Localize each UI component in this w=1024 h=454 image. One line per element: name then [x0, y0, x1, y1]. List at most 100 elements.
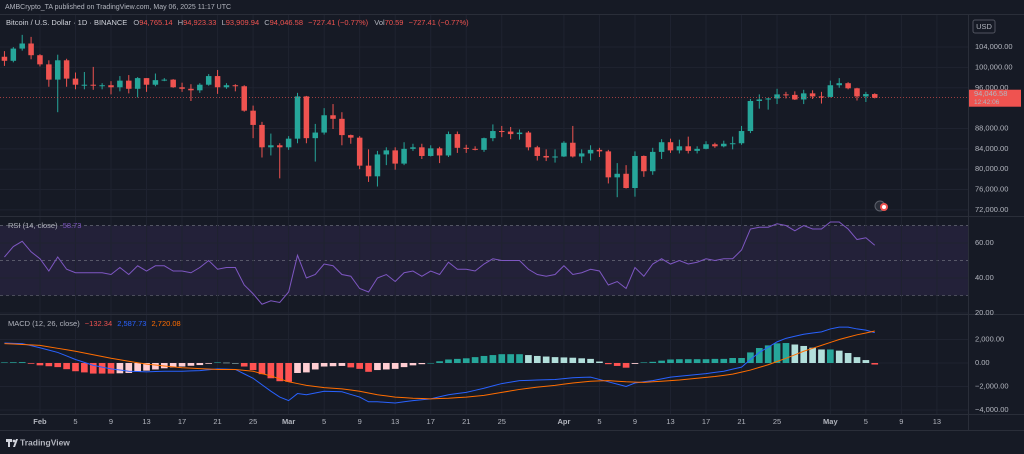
histogram-bar [747, 352, 754, 364]
histogram-bar [454, 358, 461, 364]
histogram-bar [667, 359, 674, 364]
y-tick-label: 84,000.00 [975, 144, 1008, 153]
candle-body [818, 96, 825, 98]
candle-body [37, 55, 43, 65]
legend-change: −727.41 (−0.77%) [308, 18, 369, 27]
signal-value: 2,720.08 [152, 319, 181, 328]
histogram-bar [480, 355, 488, 364]
candle-body [99, 85, 105, 87]
candle-body [321, 115, 327, 133]
candle-body [294, 96, 301, 139]
candle-body [756, 99, 763, 102]
volume-key: Vol [374, 18, 385, 27]
candle-body [436, 148, 443, 156]
legend-key: H [178, 18, 183, 27]
candle-body [143, 78, 150, 85]
currency-button[interactable] [972, 19, 996, 34]
histogram-bar [187, 363, 195, 366]
histogram-bar [800, 345, 808, 364]
x-tick-label: Mar [282, 417, 295, 426]
candle-body [401, 148, 407, 164]
signal-line [4, 330, 875, 400]
tradingview-logo [6, 439, 18, 447]
histogram-bar [178, 363, 186, 367]
candle-body [312, 132, 319, 139]
candle-body [774, 94, 780, 99]
countdown-label: 12:42:06 [974, 99, 1000, 106]
histogram-bar [871, 363, 879, 365]
histogram-bar [27, 363, 35, 364]
candle-body [241, 86, 247, 111]
publish-header: AMBCrypto_TA published on TradingView.co… [5, 4, 231, 11]
candle-body [525, 132, 532, 148]
histogram-bar [809, 347, 816, 364]
candle-body [348, 135, 354, 138]
candle-body [712, 144, 718, 147]
labels: 104,000.00 100,000.00 96,000.00 88,000.00 84… [33, 42, 1021, 426]
last-price-tag [969, 89, 1021, 107]
currency-label[interactable]: USD [976, 22, 992, 31]
candle-body [330, 115, 336, 119]
histogram-bar [578, 358, 586, 364]
histogram-bar [18, 362, 26, 364]
y-tick-label: −2,000.00 [975, 381, 1009, 390]
histogram-bar [676, 359, 683, 364]
histogram-bar [374, 363, 381, 371]
candle-body [90, 84, 97, 86]
y-tick-label: 0.00 [975, 358, 990, 367]
histogram-bar [400, 363, 408, 368]
macd-title: MACD (12, 26, close) [8, 319, 80, 328]
rsi-title: RSI (14, close) [8, 221, 58, 230]
histogram-bar [844, 353, 852, 364]
histogram-bar [391, 363, 399, 369]
x-tick-label: 21 [462, 417, 470, 426]
histogram-bar [569, 357, 577, 364]
histogram-bar [98, 363, 106, 374]
candle-body [445, 134, 452, 156]
candle-body [543, 155, 549, 158]
candle-body [738, 131, 745, 144]
candle-body [250, 110, 256, 125]
candle-body [205, 76, 212, 85]
histogram-bar [507, 354, 514, 364]
histogram-bar [267, 363, 275, 379]
candle-body [783, 94, 789, 96]
candle-body [703, 144, 709, 149]
histogram-bar [63, 363, 70, 370]
logo-bar [6, 439, 12, 442]
candle-body [649, 151, 656, 172]
histogram-bar [631, 363, 639, 364]
histogram-bar [214, 362, 221, 364]
candle-body [28, 43, 34, 56]
indicator-icon[interactable] [874, 200, 888, 212]
candle-body [552, 156, 558, 158]
candle-body [641, 155, 647, 172]
candle-body [747, 101, 754, 132]
candle-body [792, 94, 798, 100]
histogram-bar [738, 358, 745, 364]
histogram-bar [862, 360, 870, 364]
histogram-bar [258, 363, 266, 375]
candle-body [454, 134, 461, 148]
histogram-bar [329, 363, 337, 367]
histogram-bar [533, 355, 541, 364]
candle-body [499, 131, 505, 133]
histogram-bar [347, 363, 355, 368]
x-tick-label: 25 [498, 417, 506, 426]
histogram-bar [853, 357, 861, 364]
candle-body [427, 148, 434, 156]
histogram-bar [81, 363, 88, 373]
logo-slash [13, 439, 18, 447]
histogram-bar [791, 344, 799, 364]
icon-center[interactable] [882, 205, 886, 209]
histogram-bar [232, 363, 239, 364]
legend-value: 93,909.94 [226, 18, 259, 27]
histogram-bar [764, 345, 772, 364]
x-tick-label: 21 [213, 417, 221, 426]
histogram-bar [311, 363, 319, 370]
x-tick-label: 25 [249, 417, 257, 426]
candle-body [356, 137, 363, 166]
legend-key: L [222, 18, 226, 27]
histogram-bar [755, 348, 763, 364]
x-tick-label: 9 [633, 417, 637, 426]
